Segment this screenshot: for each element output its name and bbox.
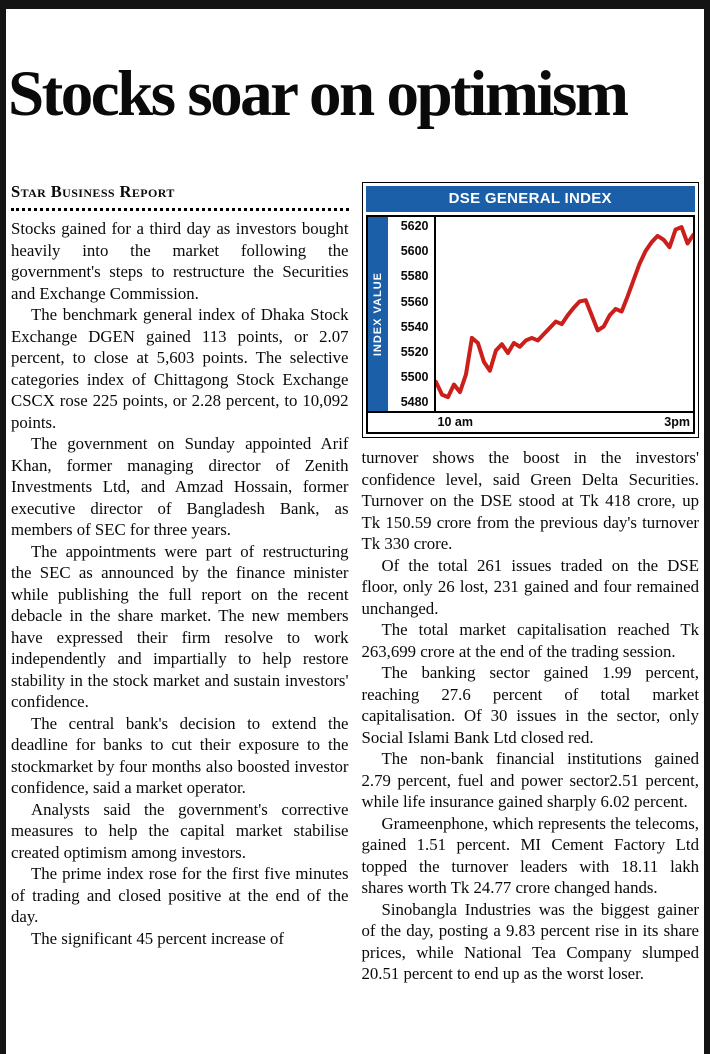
paragraph: Stocks gained for a third day as investo… <box>11 219 349 303</box>
paragraph: Sinobangla Industries was the biggest ga… <box>361 899 700 984</box>
paragraph: Analysts said the government's correctiv… <box>11 799 349 862</box>
article-columns: Star Business Report Stocks gained for a… <box>6 180 704 985</box>
paragraph: turnover shows the boost in the investor… <box>361 448 700 554</box>
index-line-chart <box>436 217 694 411</box>
paragraph: Grameenphone, which represents the telec… <box>361 813 700 898</box>
y-tick-label: 5520 <box>400 345 429 360</box>
y-tick-label: 5600 <box>400 244 429 259</box>
paragraph: The benchmark general index of Dhaka Sto… <box>11 305 349 432</box>
paragraph: The banking sector gained 1.99 percent, … <box>361 663 700 747</box>
x-axis-label-start: 10 am <box>437 415 473 430</box>
y-tick-label: 5480 <box>400 395 429 410</box>
paragraph: The government on Sunday appointed Arif … <box>11 434 349 540</box>
y-tick-label: 5560 <box>400 294 429 309</box>
x-axis-labels: 10 am 3pm <box>436 413 694 432</box>
y-tick-label: 5500 <box>400 370 429 385</box>
paragraph: The total market capitalisation reached … <box>361 620 700 661</box>
chart-y-ticks: 5620 5600 5580 5560 5540 5520 5500 5480 <box>388 217 434 411</box>
chart-plot-area <box>433 217 694 412</box>
y-tick-label: 5540 <box>400 319 429 334</box>
chart-title: DSE GENERAL INDEX <box>365 186 695 213</box>
y-axis-title: INDEX VALUE <box>371 272 384 357</box>
paragraph: The non-bank financial institutions gain… <box>361 749 700 812</box>
paragraph: The central bank's decision to extend th… <box>11 713 349 798</box>
article-headline: Stocks soar on optimism <box>8 57 629 130</box>
column-right: DSE GENERAL INDEX INDEX VALUE 5620 5600 55… <box>361 180 700 985</box>
y-tick-label: 5620 <box>400 219 429 234</box>
paragraph: The significant 45 percent increase of <box>31 928 285 948</box>
paragraph: Of the total 261 issues traded on the DS… <box>361 555 700 618</box>
dse-index-chart: DSE GENERAL INDEX INDEX VALUE 5620 5600 55… <box>361 182 699 439</box>
chart-frame: INDEX VALUE 5620 5600 5580 5560 5540 5520 5500… <box>365 215 695 435</box>
index-line <box>436 227 694 397</box>
paragraph: The appointments were part of restructur… <box>11 541 349 712</box>
paragraph: The prime index rose for the first five … <box>11 864 349 927</box>
chart-body: INDEX VALUE 5620 5600 5580 5560 5540 5520 5500… <box>367 217 694 414</box>
byline: Star Business Report <box>11 182 175 202</box>
y-axis-title-strip: INDEX VALUE <box>367 217 388 412</box>
column-left: Star Business Report Stocks gained for a… <box>11 180 349 985</box>
byline-divider <box>11 205 349 212</box>
y-tick-label: 5580 <box>400 269 429 284</box>
x-axis-label-end: 3pm <box>664 415 690 430</box>
